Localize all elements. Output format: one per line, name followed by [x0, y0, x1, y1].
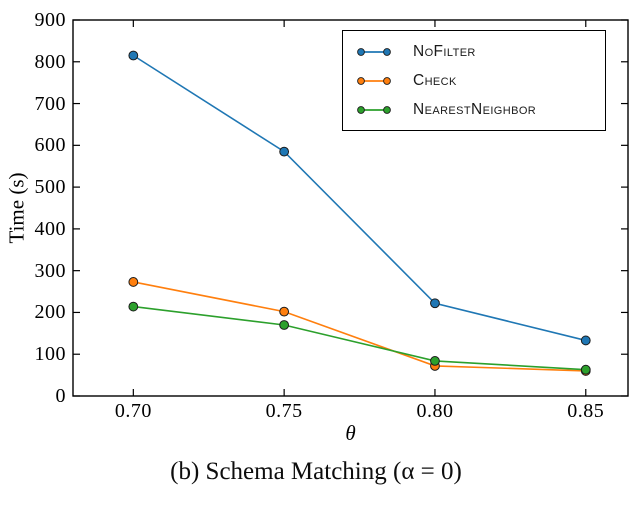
legend-marker-icon [357, 105, 391, 114]
data-point-check-0 [128, 277, 139, 287]
y-tick-label-900: 900 [34, 9, 66, 31]
series-line-check [133, 281, 586, 372]
x-axis-title: θ [345, 421, 356, 445]
y-tick-label-800: 800 [34, 50, 66, 73]
plot-svg [72, 19, 629, 397]
y-tick-label-400: 400 [34, 217, 66, 240]
axes-spines [72, 19, 629, 397]
data-point-nearestneighbor-1 [279, 320, 290, 330]
series-line-nearestneighbor [133, 305, 586, 371]
figure-caption: (b) Schema Matching (α = 0) [170, 458, 462, 485]
legend-box: NoFilter Check NearestNeighbor [342, 30, 606, 131]
x-tick-label-0.75: 0.75 [265, 400, 303, 422]
legend-item-nofilter: NoFilter [356, 37, 605, 66]
x-tick-label-0.85: 0.85 [567, 400, 605, 422]
y-tick-label-600: 600 [34, 134, 66, 157]
legend-label: NoFilter [413, 42, 476, 60]
data-point-nofilter-1 [279, 146, 290, 157]
y-tick-label-700: 700 [34, 92, 66, 115]
legend-label: NearestNeighbor [413, 100, 537, 118]
x-tick-label-0.80: 0.80 [416, 400, 454, 422]
y-tick-label-500: 500 [34, 176, 66, 199]
series-line-nofilter [132, 54, 586, 342]
data-point-nearestneighbor-0 [128, 301, 139, 312]
legend-item-check: Check [356, 66, 605, 95]
legend-marker-icon [357, 47, 391, 56]
data-point-check-1 [279, 306, 290, 317]
legend-marker-icon [357, 76, 391, 85]
y-tick-label-0: 0 [55, 385, 66, 407]
data-point-nofilter-0 [128, 50, 139, 61]
data-point-nearestneighbor-3 [580, 364, 591, 375]
y-axis-title: Time (s) [4, 172, 29, 244]
x-tick-label-0.70: 0.70 [114, 400, 152, 422]
legend-label: Check [413, 71, 457, 89]
y-tick-label-200: 200 [34, 301, 66, 324]
data-point-nofilter-3 [580, 335, 591, 346]
y-tick-label-300: 300 [34, 259, 66, 282]
legend-item-nearestneighbor: NearestNeighbor [356, 95, 605, 124]
data-point-nearestneighbor-2 [430, 356, 440, 366]
y-tick-label-100: 100 [34, 343, 66, 366]
data-point-nofilter-2 [430, 298, 440, 309]
